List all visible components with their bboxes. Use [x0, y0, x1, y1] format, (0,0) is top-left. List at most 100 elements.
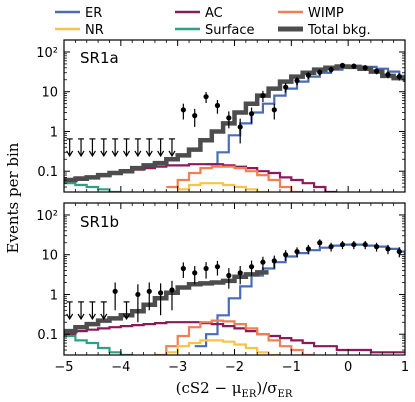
panel-label: SR1a [80, 49, 119, 67]
upper-limit-arrowhead [168, 150, 176, 158]
data-point [373, 68, 380, 74]
x-tick-label: 0 [344, 360, 352, 375]
legend-label: ER [85, 6, 102, 21]
x-tick-label: −1 [282, 360, 301, 375]
series-wimp [154, 319, 315, 355]
y-tick-label: 1 [50, 125, 58, 140]
upper-limit-arrowhead [88, 150, 96, 158]
data-point [305, 72, 311, 78]
data-point [260, 92, 266, 99]
data-point [351, 63, 357, 69]
data-point [158, 290, 164, 296]
data-point [385, 71, 391, 78]
data-point [214, 102, 221, 109]
x-tick-label: −4 [111, 360, 130, 375]
data-point [180, 265, 186, 272]
data-point [317, 240, 323, 246]
x-axis-title: (cS2 − μER)/σER [176, 379, 293, 400]
data-point [112, 288, 118, 294]
y-tick-label: 10² [36, 46, 58, 61]
series-ac [64, 321, 405, 354]
data-point [192, 270, 198, 276]
data-point [362, 241, 368, 248]
y-tick-label: 10 [41, 86, 58, 101]
data-point [317, 69, 323, 75]
data-point [146, 288, 152, 294]
legend-label: AC [205, 6, 223, 21]
data-point [169, 287, 175, 293]
data-point [248, 111, 255, 117]
x-tick-label: −3 [168, 360, 187, 375]
data-point [180, 107, 186, 113]
y-tick-label: 10² [36, 209, 58, 224]
upper-limit-arrowhead [77, 313, 85, 321]
data-point [248, 264, 255, 270]
data-point [305, 246, 311, 252]
panel-frame [63, 39, 406, 193]
data-point [203, 94, 209, 100]
data-point [373, 244, 380, 250]
panel-sr1b: 0.1 1 10 10² −5 −4 −3 −2 −1 0 1 SR1b [36, 202, 409, 375]
upper-limit-arrowhead [134, 150, 142, 158]
x-tick-label: −5 [54, 360, 73, 375]
series-total-bkg [64, 270, 269, 334]
upper-limit-arrowhead [100, 313, 108, 321]
data-point [351, 241, 357, 248]
data-point [339, 241, 346, 248]
panel-sr1a: 0.1 1 10 10² SR1a [36, 39, 406, 193]
plot-area [64, 62, 405, 192]
upper-limit-arrowhead [123, 150, 131, 158]
upper-limit-arrowhead [66, 150, 74, 158]
data-point [328, 244, 334, 250]
data-point [294, 78, 300, 84]
data-point [260, 259, 266, 265]
data-point [271, 107, 277, 113]
series-total-bkg [64, 64, 405, 183]
upper-limit-arrowhead [123, 313, 131, 321]
legend-label: Surface [205, 23, 255, 38]
series-wimp [166, 165, 303, 192]
plot-area [64, 239, 405, 355]
series-surface [64, 182, 121, 192]
data-point [237, 270, 243, 276]
data-point [396, 74, 402, 80]
series-nr [177, 182, 269, 192]
data-point [237, 124, 243, 130]
upper-limit-arrowhead [157, 150, 165, 158]
series-er [194, 243, 405, 348]
upper-limit-arrowhead [88, 313, 96, 321]
y-tick-label: 0.1 [37, 328, 58, 343]
data-point [283, 252, 289, 258]
upper-limit-arrowhead [111, 150, 119, 158]
data-point [328, 67, 334, 73]
upper-limit-arrowhead [66, 313, 74, 321]
legend-label: NR [85, 23, 104, 38]
y-tick-label: 0.1 [37, 165, 58, 180]
data-point [362, 65, 368, 71]
series-er [206, 65, 405, 166]
data-point [214, 264, 221, 270]
upper-limit-arrowhead [145, 150, 153, 158]
legend-label: Total bkg. [307, 23, 371, 38]
panel-frame [63, 202, 406, 356]
data-point [203, 265, 209, 272]
y-axis-title: Events per bin [4, 142, 22, 253]
upper-limit-arrowhead [77, 150, 85, 158]
panel-label: SR1b [80, 213, 119, 231]
upper-limit-arrowhead [100, 150, 108, 158]
data-point [294, 248, 300, 255]
x-tick-label: −2 [225, 360, 244, 375]
data-point [226, 115, 232, 121]
y-tick-label: 10 [41, 249, 58, 264]
data-point [271, 258, 277, 264]
legend: ER AC WIMP NR Surface Total bkg. [55, 6, 371, 38]
data-point [283, 84, 289, 90]
data-point [339, 62, 346, 68]
legend-label: WIMP [308, 6, 344, 21]
data-point [226, 272, 232, 279]
y-tick-label: 1 [50, 288, 58, 303]
data-point [135, 291, 141, 298]
data-point [192, 113, 198, 119]
data-point [385, 246, 391, 252]
